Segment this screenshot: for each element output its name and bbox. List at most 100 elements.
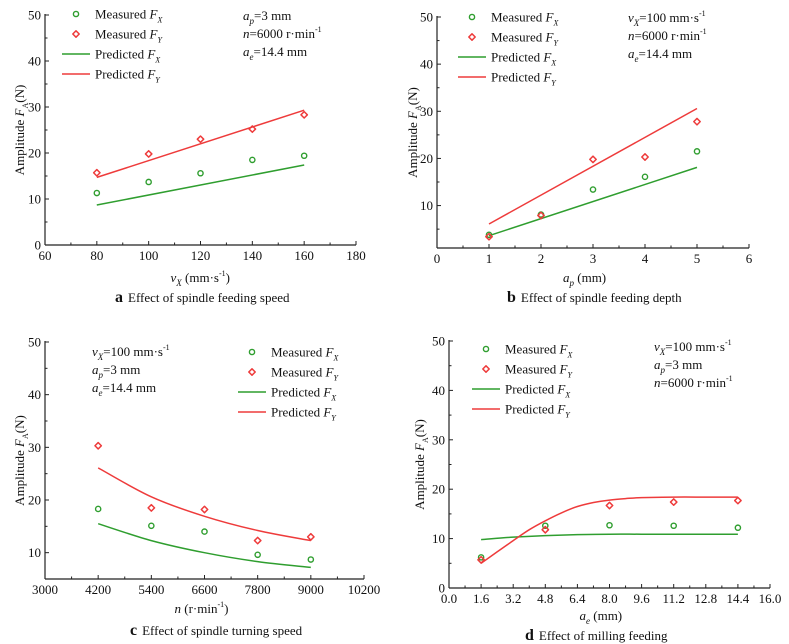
legend-label: Predicted FX — [491, 50, 557, 68]
x-tick-label: 11.2 — [663, 591, 685, 606]
legend-label: Measured FY — [491, 30, 559, 48]
legend: Measured FX Measured FY Predicted FX Predic… — [238, 345, 339, 423]
parameter-annotation: ap=3 mmn=6000 r·min-1 ae=14.4 mm — [243, 8, 322, 62]
x-tick-label: 60 — [39, 248, 52, 263]
x-tick-label: 5 — [694, 251, 701, 266]
legend-measured-fy-marker — [248, 368, 256, 376]
x-tick-label: 100 — [139, 248, 159, 263]
x-tick-label: 9.6 — [633, 591, 650, 606]
legend-label: Predicted FX — [505, 382, 571, 400]
x-tick-label: 4200 — [85, 582, 111, 597]
panel-d: 0.0 1.6 3.2 4.8 6.4 8.0 9.6 11.2 12.8 14.4 16.0 0 10… — [412, 334, 781, 644]
y-tick-label: 10 — [28, 545, 41, 560]
measured-fx-point — [300, 152, 308, 160]
measured-fy-point — [300, 110, 309, 119]
measured-fx-point — [254, 551, 261, 559]
y-tick-label: 20 — [432, 482, 445, 497]
predicted-fy-line — [97, 467, 311, 542]
legend: Measured FX Measured FY Predicted FX Predic… — [62, 7, 163, 85]
parameter-text: ae=14.4 mm — [243, 44, 307, 62]
x-tick-label: 8.0 — [601, 591, 617, 606]
parameter-text: vX=100 mm·s-1 — [628, 9, 706, 28]
measured-fy-point — [541, 525, 550, 534]
y-axis-title: Amplitude FA(N) — [405, 87, 423, 178]
x-tick-label: 2 — [538, 251, 545, 266]
measured-fx-point — [606, 521, 613, 529]
parameter-text: n=6000 r·min-1 — [243, 25, 322, 41]
parameter-annotation: vX=100 mm·s-1n=6000 r·min-1 ae=14.4 mm — [628, 9, 707, 64]
y-tick-label: 0 — [35, 238, 42, 253]
parameter-text: n=6000 r·min-1 — [628, 27, 707, 43]
measured-fy-point — [94, 441, 103, 450]
y-axis-title: Amplitude FA(N) — [12, 85, 30, 176]
parameter-text: vX=100 mm·s-1 — [654, 338, 732, 357]
measured-fx-point — [145, 178, 152, 186]
measured-fy-point — [589, 155, 597, 164]
measured-fy-point — [306, 532, 315, 541]
y-tick-label: 50 — [28, 8, 41, 23]
x-tick-label: 6600 — [192, 582, 218, 597]
x-tick-label: 160 — [294, 248, 314, 263]
legend-label: Predicted FY — [505, 402, 571, 420]
x-tick-label: 1.6 — [473, 591, 490, 606]
x-tick-label: 6 — [746, 251, 753, 266]
predicted-fx-line — [97, 522, 311, 569]
parameter-annotation: vX=100 mm·s-1ap=3 mmn=6000 r·min-1 — [654, 338, 733, 390]
x-tick-label: 180 — [346, 248, 366, 263]
measured-fx-point — [249, 156, 256, 164]
y-tick-label: 10 — [432, 531, 445, 546]
y-tick-label: 20 — [28, 146, 41, 161]
y-tick-label: 40 — [420, 57, 433, 72]
x-tick-label: 7800 — [245, 582, 271, 597]
legend-label: Predicted FY — [95, 67, 161, 85]
parameter-text: ap=3 mm — [243, 8, 291, 26]
measured-fy-point — [92, 168, 101, 177]
y-tick-label: 10 — [28, 192, 41, 207]
measured-fx-point — [485, 231, 493, 239]
measured-fx-point — [201, 528, 208, 535]
measured-fx-point — [477, 554, 485, 561]
x-axis-title: vX (mm·s-1) — [171, 269, 231, 288]
measured-fy-point — [669, 498, 678, 506]
y-tick-label: 50 — [28, 335, 41, 350]
legend-measured-fy-marker — [72, 30, 80, 38]
x-tick-label: 0.0 — [441, 591, 457, 606]
legend-label: Measured FY — [95, 27, 163, 45]
y-tick-label: 40 — [28, 387, 41, 402]
measured-fx-point — [734, 524, 742, 532]
y-tick-label: 0 — [439, 581, 446, 596]
y-tick-label: 30 — [28, 100, 41, 115]
measured-fy-point — [485, 232, 493, 241]
legend: Measured FX Measured FY Predicted FX Predic… — [458, 10, 559, 88]
legend-measured-fy-marker — [482, 365, 490, 373]
legend-measured-fx-marker — [468, 13, 476, 21]
x-tick-label: 120 — [191, 248, 211, 263]
y-tick-label: 40 — [28, 54, 41, 69]
panel-b: 0 1 2 3 4 5 6 10 20 30 40 50 Amplitude FA(N) ap (mm)b… — [405, 9, 753, 306]
y-axis-title: Amplitude FA(N) — [412, 419, 430, 510]
legend-label: Measured FY — [505, 362, 573, 380]
y-tick-label: 20 — [420, 151, 433, 166]
x-tick-label: 140 — [243, 248, 263, 263]
measured-fx-point — [307, 556, 315, 563]
x-tick-label: 1 — [486, 251, 493, 266]
x-tick-label: 4.8 — [537, 591, 553, 606]
legend: Measured FX Measured FY Predicted FX Predic… — [472, 342, 573, 420]
measured-fy-point — [477, 555, 486, 564]
measured-fy-point — [693, 117, 701, 126]
x-tick-label: 0 — [434, 251, 441, 266]
measured-fx-point — [93, 189, 101, 197]
x-tick-label: 4 — [642, 251, 649, 266]
legend-label: Predicted FY — [491, 70, 557, 88]
predicted-fx-line — [96, 164, 305, 206]
measured-fx-point — [641, 173, 649, 181]
legend-label: Predicted FX — [95, 47, 161, 65]
parameter-text: n=6000 r·min-1 — [654, 374, 733, 390]
measured-fy-point — [537, 211, 545, 220]
legend-measured-fx-marker — [482, 345, 490, 353]
measured-fy-point — [733, 496, 742, 505]
y-tick-label: 40 — [432, 383, 445, 398]
x-tick-label: 10200 — [348, 582, 381, 597]
legend-label: Measured FX — [95, 7, 163, 25]
measured-fx-point — [197, 169, 204, 177]
